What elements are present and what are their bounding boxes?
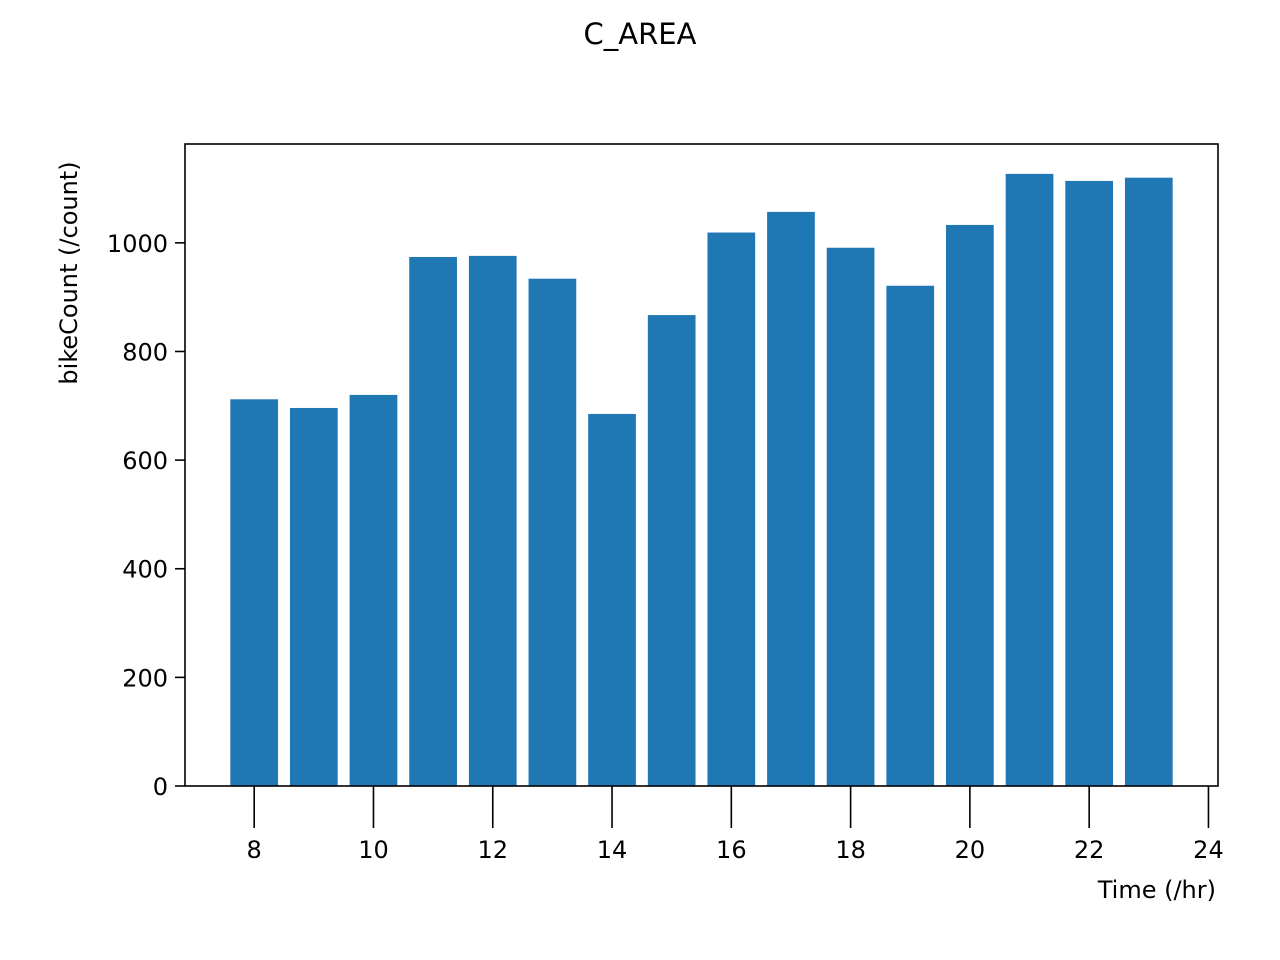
x-tick-label: 10: [358, 836, 389, 864]
y-tick-label: 1000: [107, 230, 168, 258]
y-tick-label: 600: [122, 447, 168, 475]
bar-hour-14: [588, 413, 636, 786]
x-tick-label: 20: [955, 836, 986, 864]
x-axis-label: Time (/hr): [1097, 876, 1216, 904]
bar-hour-18: [826, 247, 875, 787]
y-tick-label: 200: [122, 664, 168, 692]
bar-hour-19: [886, 285, 935, 786]
x-tick-label: 8: [247, 836, 262, 864]
bar-hour-20: [946, 224, 994, 786]
bar-hour-17: [767, 211, 815, 786]
bar-hour-23: [1124, 177, 1173, 786]
bar-hour-21: [1005, 173, 1054, 786]
x-tick-label: 16: [716, 836, 747, 864]
y-tick-label: 800: [122, 338, 168, 366]
y-axis-label: bikeCount (/count): [55, 161, 83, 384]
plot-frame: [184, 143, 1219, 787]
y-tick-label: 400: [122, 556, 168, 584]
x-tick-label: 24: [1193, 836, 1224, 864]
x-axis-ticks: 8 10 12 14 16 18 20 22 24: [247, 786, 1224, 864]
y-axis-ticks: 0 200 400 600 800 1000: [107, 230, 185, 801]
bar-hour-13: [528, 278, 577, 786]
x-tick-label: 18: [835, 836, 866, 864]
x-tick-label: 12: [477, 836, 508, 864]
x-tick-label: 14: [597, 836, 628, 864]
bar-hour-11: [409, 256, 457, 787]
y-tick-label: 0: [153, 773, 168, 801]
bar-hour-9: [289, 407, 338, 786]
chart-title: C_AREA: [584, 17, 697, 51]
bar-hour-16: [707, 232, 756, 786]
bar-hour-10: [349, 394, 398, 786]
bars-group: [230, 173, 1173, 787]
x-tick-label: 22: [1074, 836, 1105, 864]
bar-hour-22: [1065, 180, 1114, 786]
bar-hour-12: [468, 255, 517, 786]
bar-hour-15: [647, 315, 696, 786]
bar-hour-8: [230, 399, 279, 786]
